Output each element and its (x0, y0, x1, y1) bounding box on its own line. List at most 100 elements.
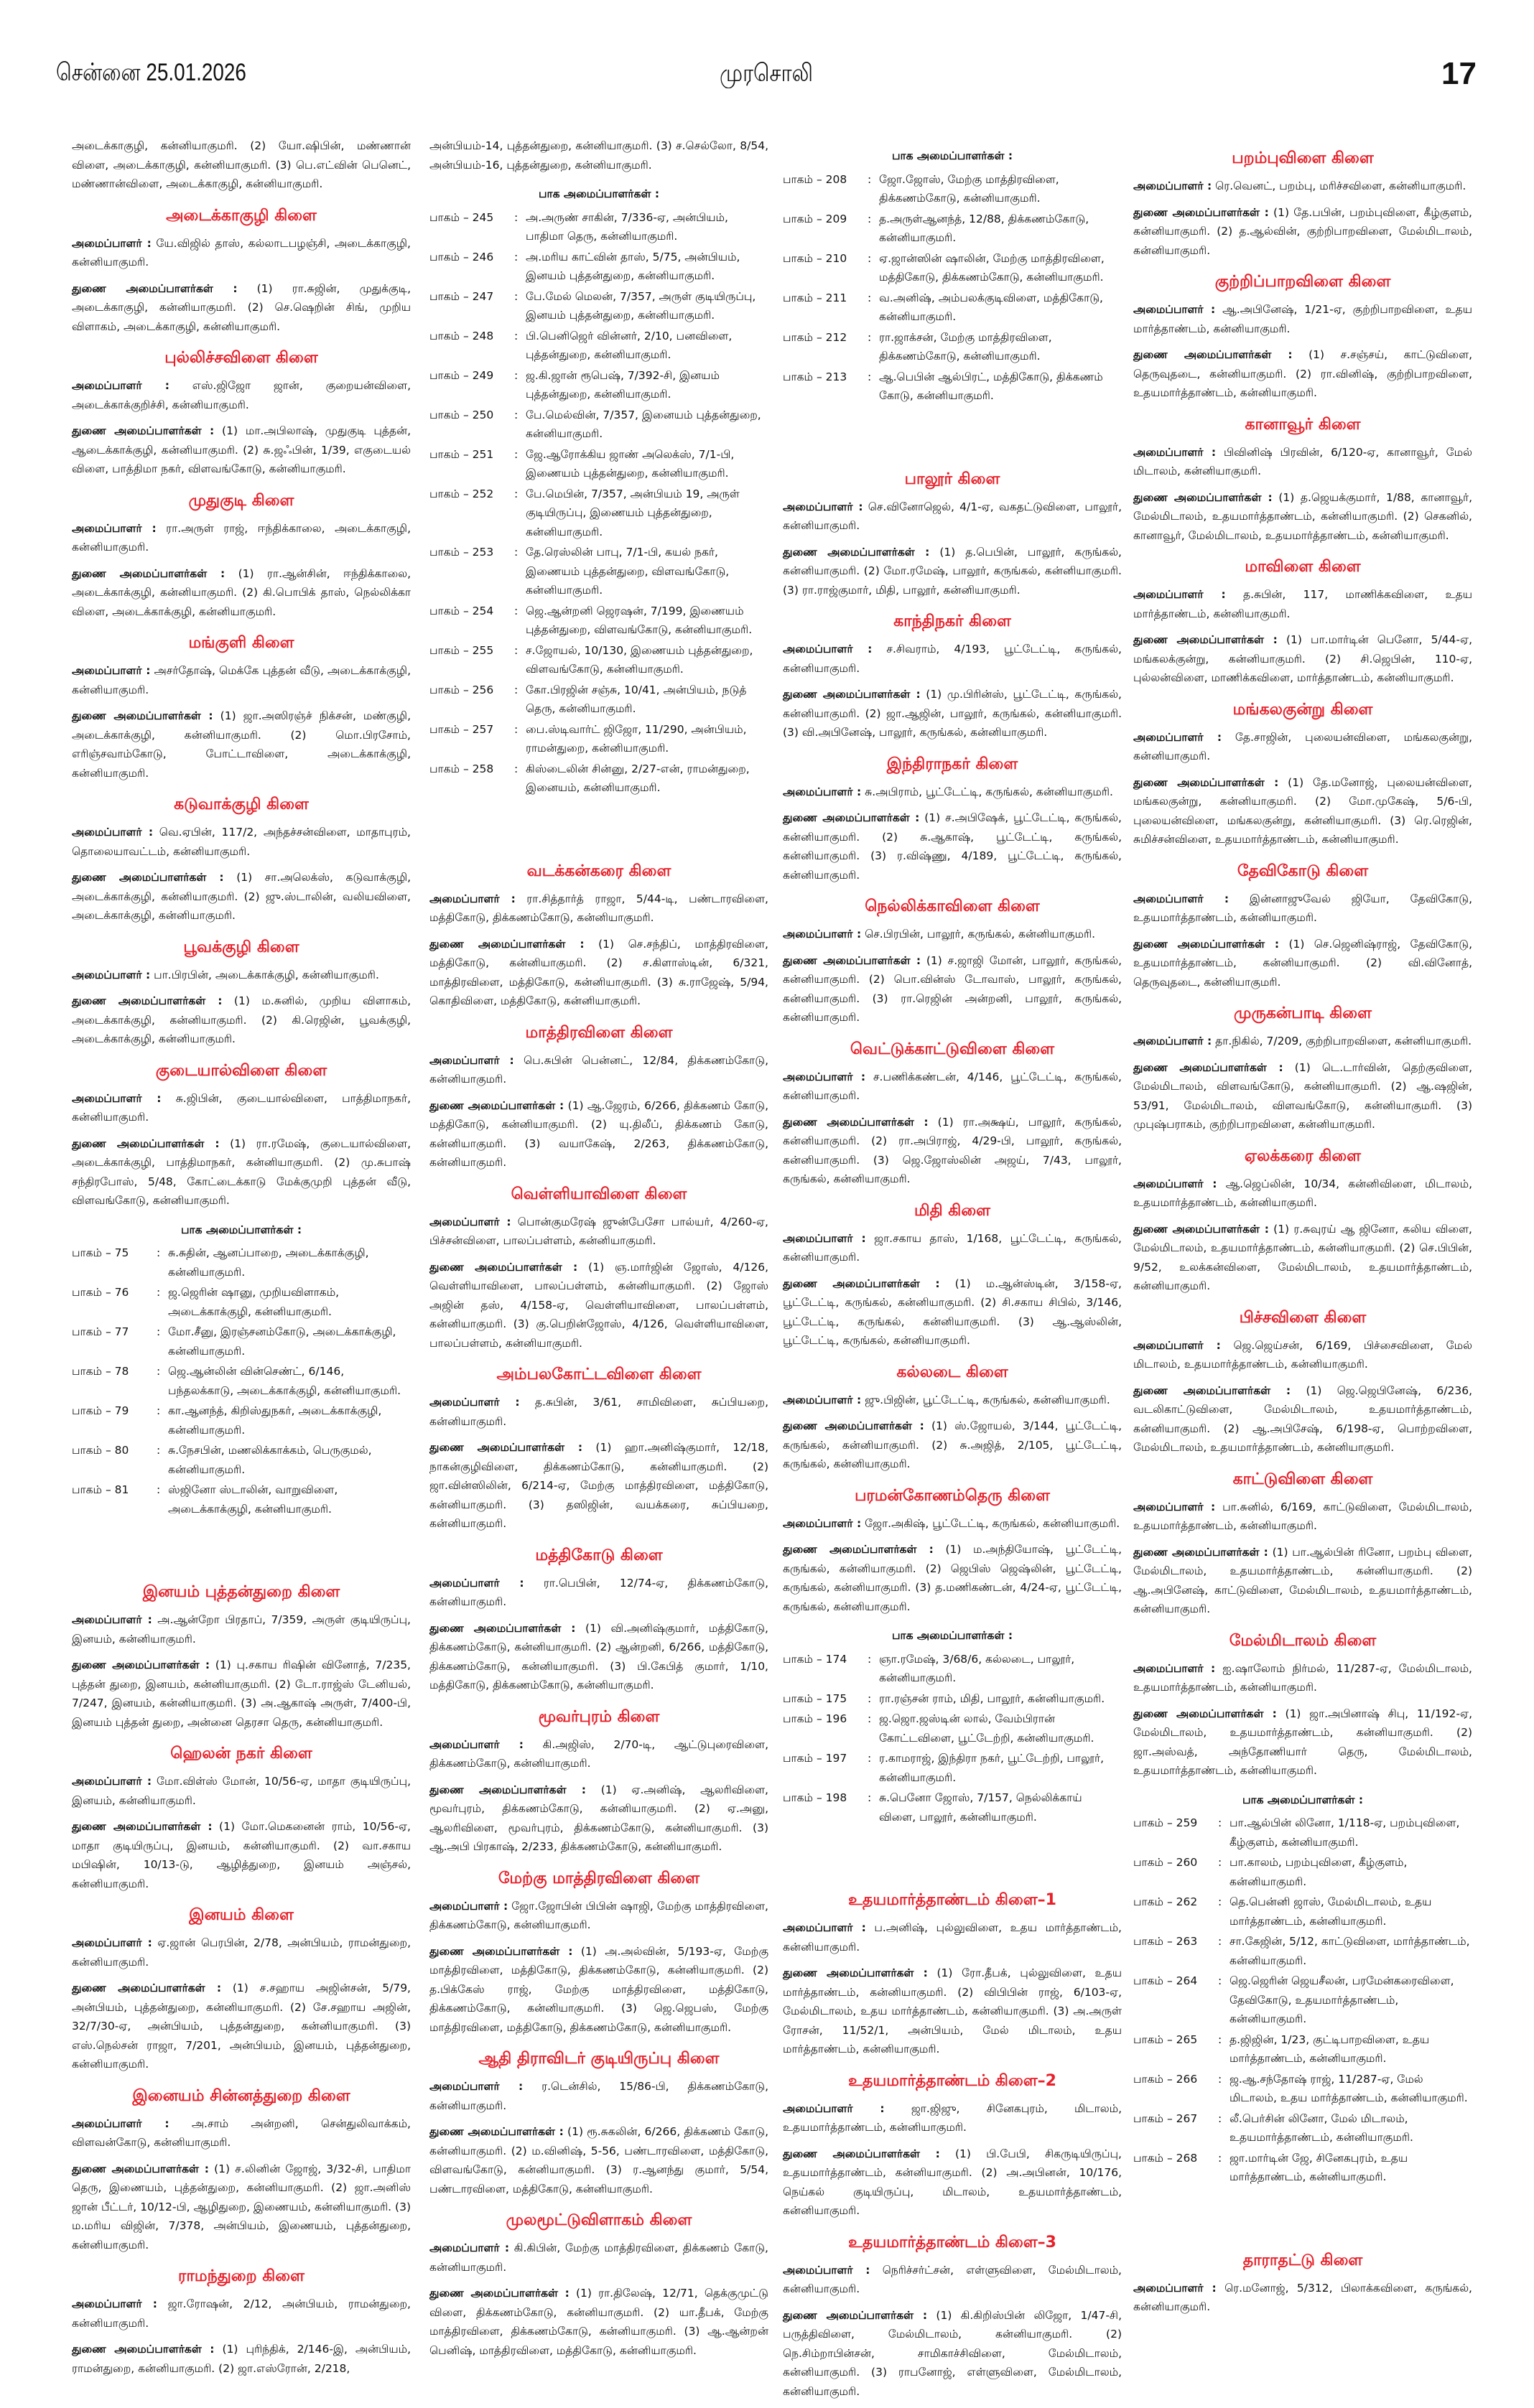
organizer-details: (1) தே.பபின், பறம்புவிளை, கீழ்குளம், கன்… (1133, 205, 1472, 257)
branch-heading: புல்லிச்சவிளை கிளை (164, 349, 318, 367)
part-number: பாகம் – 245 (429, 210, 494, 224)
organizer-details: ஜு.பிஜின், பூட்டேட்டி, கருங்கல், கன்னியா… (865, 1393, 1110, 1406)
role-label: துணை அமைப்பாளர்கள் : (1133, 1707, 1277, 1720)
role-label: துணை அமைப்பாளர்கள் : (783, 1419, 924, 1432)
organizer-entry: அமைப்பாளர் : கி.அஜிஸ், 2/70-டி, ஆட்டுபுர… (429, 1735, 768, 1773)
role-label: துணை அமைப்பாளர்கள் : (1133, 775, 1279, 789)
role-label: அமைப்பாளர் : (1133, 588, 1226, 601)
organizer-details: (1) செ.ஜெனிஷ்ராஜ், தேவிகோடு, உதயமார்த்தா… (1133, 937, 1472, 989)
organizer-details: யே.விஜில் தாஸ், கல்லாடபழஞ்சி, அடைக்காகுழ… (72, 236, 411, 269)
organizer-details: ஐ.ஷாலோம் நிர்மல், 11/287-ஏ, மேல்மிடாலம்,… (1133, 1661, 1472, 1694)
part-number: பாகம் – 212 (783, 330, 847, 344)
organizer-entry: துணை அமைப்பாளர்கள் : (1) அ.அல்வின், 5/19… (429, 1942, 768, 2038)
organizer-entry: துணை அமைப்பாளர்கள் : (1) ஸ்.ஜோயல், 3/144… (783, 1417, 1122, 1474)
organizer-entry: துணை அமைப்பாளர்கள் : (1) த.பெபின், பாலூர… (783, 543, 1122, 600)
part-number: பாகம் – 256 (429, 683, 494, 696)
colon-separator: : (868, 370, 872, 383)
role-label: அமைப்பாளர் : (783, 785, 862, 798)
branch-heading: மூவர்புரம் கிளை (538, 1707, 660, 1726)
column-4: பறம்புவிளை கிளை அமைப்பாளர் : ரெ.வெனட், பற… (1133, 136, 1472, 2324)
branch-heading: பரமன்கோணம்தெரு கிளை (855, 1486, 1050, 1505)
organizer-details: (1) கி.கிறிஸ்பின் லிஜோ, 1/47-சி, பருத்தி… (783, 2308, 1122, 2398)
organizer-details: (1) ரா.திலேஷ், 12/71, தெக்குமுட்டு விளை,… (429, 2287, 768, 2357)
organizer-details: ப.அனிஷ், புல்லுவிளை, உதய மார்த்தாண்டம், … (783, 1921, 1122, 1954)
role-label: துணை அமைப்பாளர்கள் : (429, 1441, 583, 1454)
organizer-details: ச.சிவராம், 4/193, பூட்டேட்டி, கருங்கல், … (783, 643, 1122, 675)
organizer-entry: அமைப்பாளர் : பிவினிஷ் பிரவின், 6/120-ஏ, … (1133, 443, 1472, 481)
organizer-entry: அமைப்பாளர் : ஆ.ஜெப்லின், 10/34, கன்னிவிள… (1133, 1175, 1472, 1213)
colon-separator: : (514, 762, 519, 775)
part-number: பாகம் – 265 (1133, 2033, 1198, 2046)
role-label: துணை அமைப்பாளர்கள் : (72, 1982, 222, 1994)
organizer-details: எஸ்.ஜிஜோ ஜான், குறையன்விளை, அடைக்காக்குற… (72, 379, 412, 411)
colon-separator: : (868, 212, 872, 225)
organizer-entry: துணை அமைப்பாளர்கள் : (1) ஹா.அனிஷ்குமார்,… (429, 1438, 768, 1534)
organizer-entry: துணை அமைப்பாளர்கள் : (1) மு.பிரின்ஸ், பூ… (783, 685, 1122, 742)
column-spacer (72, 1520, 411, 1570)
part-organizer-details: ஜே.ஆரோக்கிய ஜாண் அலெக்ஸ், 7/1-பி, இணையம்… (526, 447, 735, 480)
branch-heading: முருகன்பாடி கிளை (1234, 1004, 1372, 1022)
role-label: அமைப்பாளர் : (783, 1393, 862, 1406)
organizer-entry: அமைப்பாளர் : ப.அனிஷ், புல்லுவிளை, உதய மா… (783, 1918, 1122, 1956)
organizer-entry: அமைப்பாளர் : பா.பிரபின், அடைக்காக்குழி, … (72, 966, 411, 985)
role-label: அமைப்பாளர் : (783, 2101, 885, 2115)
organizer-details: அசர்தோஷ், மெக்கே புத்தன் வீடு, அடைக்காக்… (72, 664, 411, 696)
branch-heading: பூவக்குழி கிளை (183, 938, 299, 956)
role-label: துணை அமைப்பாளர்கள் : (429, 1098, 564, 1112)
page-number: 17 (1441, 56, 1477, 91)
branch-heading: மங்கலகுன்று கிளை (1232, 700, 1373, 719)
organizer-details: (1) ரா.ரமேஷ், குடையால்விளை, அடைக்காக்குழ… (72, 1137, 412, 1208)
role-label: துணை அமைப்பாளர்கள் : (783, 1277, 940, 1290)
part-number: பாகம் – 75 (72, 1246, 129, 1259)
organizer-details: நெரிச்சர்ட்சன், எள்ளுவிளை, மேல்மிடாலம், … (783, 2263, 1122, 2296)
part-organizer-row: பாகம் – 78: ஜெ.ஆன்லின் வின்செண்ட், 6/146,… (72, 1362, 411, 1400)
part-number: பாகம் – 264 (1133, 1974, 1198, 1987)
organizer-details: ஜெ.ஜெய்சன், 6/169, பிச்சைவிளை, மேல் மிடா… (1133, 1338, 1472, 1371)
organizer-entry: அமைப்பாளர் : ஜா.ரோஷன், 2/12, அன்பியம், ர… (72, 2295, 411, 2333)
organizer-details: (1) மு.பிரின்ஸ், பூட்டேட்டி, கருங்கல், க… (783, 688, 1122, 739)
part-number: பாகம் – 249 (429, 368, 494, 382)
colon-separator: : (157, 1286, 161, 1299)
colon-separator: : (157, 1444, 161, 1457)
role-label: துணை அமைப்பாளர்கள் : (429, 1783, 586, 1796)
part-organizer-row: பாகம் – 248: பி.பெனிஜெர் வின்னர், 2/10, ப… (429, 327, 768, 365)
organizer-entry: அமைப்பாளர் : த.சுபின், 117, மாணிக்கவிளை,… (1133, 585, 1472, 623)
organizer-details: கி.அஜிஸ், 2/70-டி, ஆட்டுபுரைவிளை, திக்கண… (429, 1737, 768, 1770)
branch-heading: அம்பலகோட்டவிளை கிளை (496, 1366, 702, 1383)
colon-separator: : (868, 330, 872, 344)
organizer-details: கி.கிபின், மேற்கு மாத்திரவிளை, திக்கணம் … (429, 2241, 768, 2274)
role-label: அமைப்பாளர் : (783, 1070, 866, 1083)
part-number: பாகம் – 77 (72, 1325, 129, 1338)
role-label: அமைப்பாளர் : (72, 826, 154, 839)
organizer-entry: துணை அமைப்பாளர்கள் : (1) தே.மனோஜ், புலைய… (1133, 773, 1472, 849)
role-label: துணை அமைப்பாளர்கள் : (783, 2308, 928, 2322)
part-number: பாகம் – 79 (72, 1404, 129, 1417)
part-number: பாகம் – 247 (429, 289, 494, 303)
colon-separator: : (514, 643, 519, 657)
part-organizers-heading: பாக அமைப்பாளர்கள் : (1242, 1793, 1364, 1806)
organizer-details: (1) அ.அல்வின், 5/193-ஏ, மேற்கு மாத்திரவி… (429, 1944, 768, 2034)
continued-text: அன்பியம்-14, புத்தன்துறை, கன்னியாகுமரி. … (429, 136, 768, 174)
organizer-details: ரா.சித்தார்த் ராஜா, 5/44-டி, பண்டாரவிளை,… (429, 892, 768, 925)
part-organizer-row: பாகம் – 79: கா.ஆனந்த், கிறிஸ்துநகர், அடைக… (72, 1401, 411, 1439)
part-organizer-row: பாகம் – 245: அ.அருண் சாகின், 7/336-ஏ, அன்… (429, 208, 768, 246)
organizer-details: (1) வி.அனிஷ்குமார், மத்திகோடு, திக்கணம்க… (429, 1621, 768, 1692)
organizer-details: (1) தே.மனோஜ், புலையன்விளை, மங்கலகுன்று, … (1133, 775, 1472, 846)
part-number: பாகம் – 80 (72, 1444, 129, 1457)
part-organizer-details: பா.ஆல்பின் லினோ, 1/118-ஏ, பறம்புவிளை, கீ… (1229, 1816, 1460, 1849)
part-number: பாகம் – 253 (429, 546, 494, 559)
organizer-details: (1) ம.சுனில், முறிய விளாகம், அடைக்காக்கு… (72, 994, 412, 1045)
role-label: அமைப்பாளர் : (72, 379, 169, 392)
part-number: பாகம் – 257 (429, 722, 494, 736)
role-label: அமைப்பாளர் : (783, 2263, 870, 2277)
part-organizer-details: த.அருள்ஆனந்த், 12/88, திக்கணம்கோடு, கன்ன… (879, 212, 1089, 245)
part-organizer-details: பா.காலம், பறம்புவிளை, கீழ்குளம், கன்னியா… (1229, 1856, 1408, 1888)
organizer-entry: துணை அமைப்பாளர்கள் : (1) ஜெ.ஜெபினேஷ், 6/… (1133, 1381, 1472, 1457)
part-number: பாகம் – 259 (1133, 1816, 1198, 1829)
branch-heading: பிச்சவிளை கிளை (1239, 1308, 1367, 1327)
column-1: அடைக்காகுழி, கன்னியாகுமரி. (2) யோ.ஷிபின்… (72, 136, 411, 2385)
part-number: பாகம் – 211 (783, 291, 847, 304)
part-organizer-details: ஜெ.ஜெரின் ஜெயசீலன், பரமேன்கரைவிளை, தேவிக… (1229, 1974, 1454, 2025)
part-organizer-details: ஜா.மார்டின் ஜே, சினேகபுரம், உதய மார்த்தா… (1229, 2151, 1408, 2184)
part-organizer-details: கிஸ்டைலின் சின்னு, 2/27-என், ராமன்துறை, … (526, 762, 750, 795)
